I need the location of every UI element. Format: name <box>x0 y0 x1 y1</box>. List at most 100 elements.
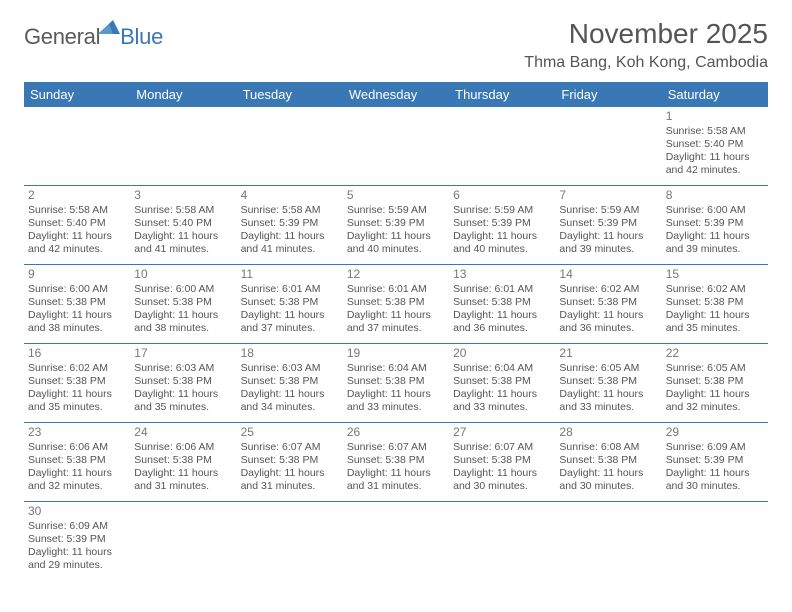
sunset-line: Sunset: 5:39 PM <box>666 454 764 467</box>
sunrise-line: Sunrise: 6:05 AM <box>666 362 764 375</box>
weekday-header: Saturday <box>662 82 768 107</box>
empty-cell <box>237 502 343 581</box>
sunset-line: Sunset: 5:38 PM <box>134 454 232 467</box>
sunset-line: Sunset: 5:38 PM <box>666 296 764 309</box>
sunrise-line: Sunrise: 6:02 AM <box>28 362 126 375</box>
sunrise-line: Sunrise: 5:58 AM <box>28 204 126 217</box>
sunset-line: Sunset: 5:38 PM <box>241 296 339 309</box>
sunrise-line: Sunrise: 6:00 AM <box>666 204 764 217</box>
day-number: 5 <box>347 188 445 203</box>
day-cell: 17Sunrise: 6:03 AMSunset: 5:38 PMDayligh… <box>130 344 236 423</box>
weekday-header: Friday <box>555 82 661 107</box>
sunrise-line: Sunrise: 5:58 AM <box>241 204 339 217</box>
daylight-line: Daylight: 11 hours and 38 minutes. <box>134 309 232 335</box>
calendar-page: General Blue November 2025 Thma Bang, Ko… <box>0 0 792 598</box>
calendar-table: SundayMondayTuesdayWednesdayThursdayFrid… <box>24 82 768 580</box>
daylight-line: Daylight: 11 hours and 36 minutes. <box>559 309 657 335</box>
day-cell: 12Sunrise: 6:01 AMSunset: 5:38 PMDayligh… <box>343 265 449 344</box>
day-number: 15 <box>666 267 764 282</box>
day-number: 17 <box>134 346 232 361</box>
sunrise-line: Sunrise: 5:58 AM <box>666 125 764 138</box>
day-cell: 30Sunrise: 6:09 AMSunset: 5:39 PMDayligh… <box>24 502 130 581</box>
sunrise-line: Sunrise: 6:02 AM <box>666 283 764 296</box>
day-cell: 5Sunrise: 5:59 AMSunset: 5:39 PMDaylight… <box>343 186 449 265</box>
day-number: 7 <box>559 188 657 203</box>
sunset-line: Sunset: 5:38 PM <box>241 454 339 467</box>
daylight-line: Daylight: 11 hours and 30 minutes. <box>666 467 764 493</box>
logo-text-a: General <box>24 24 100 50</box>
sunset-line: Sunset: 5:40 PM <box>666 138 764 151</box>
day-cell: 21Sunrise: 6:05 AMSunset: 5:38 PMDayligh… <box>555 344 661 423</box>
day-number: 3 <box>134 188 232 203</box>
sunrise-line: Sunrise: 6:02 AM <box>559 283 657 296</box>
logo-triangle-icon <box>98 20 120 39</box>
day-number: 9 <box>28 267 126 282</box>
sunrise-line: Sunrise: 6:04 AM <box>347 362 445 375</box>
day-number: 8 <box>666 188 764 203</box>
sunrise-line: Sunrise: 6:03 AM <box>134 362 232 375</box>
day-number: 10 <box>134 267 232 282</box>
day-number: 16 <box>28 346 126 361</box>
sunrise-line: Sunrise: 6:03 AM <box>241 362 339 375</box>
sunset-line: Sunset: 5:39 PM <box>559 217 657 230</box>
calendar-body: 1Sunrise: 5:58 AMSunset: 5:40 PMDaylight… <box>24 107 768 580</box>
logo: General Blue <box>24 18 163 50</box>
day-cell: 14Sunrise: 6:02 AMSunset: 5:38 PMDayligh… <box>555 265 661 344</box>
logo-text-b: Blue <box>120 24 163 50</box>
sunset-line: Sunset: 5:38 PM <box>28 454 126 467</box>
sunset-line: Sunset: 5:38 PM <box>559 454 657 467</box>
sunset-line: Sunset: 5:39 PM <box>347 217 445 230</box>
daylight-line: Daylight: 11 hours and 30 minutes. <box>453 467 551 493</box>
calendar-header: SundayMondayTuesdayWednesdayThursdayFrid… <box>24 82 768 107</box>
day-number: 1 <box>666 109 764 124</box>
daylight-line: Daylight: 11 hours and 33 minutes. <box>453 388 551 414</box>
day-cell: 9Sunrise: 6:00 AMSunset: 5:38 PMDaylight… <box>24 265 130 344</box>
day-number: 22 <box>666 346 764 361</box>
day-cell: 4Sunrise: 5:58 AMSunset: 5:39 PMDaylight… <box>237 186 343 265</box>
empty-cell <box>237 107 343 186</box>
daylight-line: Daylight: 11 hours and 39 minutes. <box>666 230 764 256</box>
daylight-line: Daylight: 11 hours and 37 minutes. <box>241 309 339 335</box>
day-cell: 7Sunrise: 5:59 AMSunset: 5:39 PMDaylight… <box>555 186 661 265</box>
day-cell: 13Sunrise: 6:01 AMSunset: 5:38 PMDayligh… <box>449 265 555 344</box>
day-cell: 10Sunrise: 6:00 AMSunset: 5:38 PMDayligh… <box>130 265 236 344</box>
sunset-line: Sunset: 5:40 PM <box>134 217 232 230</box>
day-number: 6 <box>453 188 551 203</box>
daylight-line: Daylight: 11 hours and 35 minutes. <box>28 388 126 414</box>
day-number: 18 <box>241 346 339 361</box>
day-number: 4 <box>241 188 339 203</box>
day-cell: 25Sunrise: 6:07 AMSunset: 5:38 PMDayligh… <box>237 423 343 502</box>
day-number: 11 <box>241 267 339 282</box>
sunset-line: Sunset: 5:40 PM <box>28 217 126 230</box>
sunrise-line: Sunrise: 6:01 AM <box>347 283 445 296</box>
daylight-line: Daylight: 11 hours and 33 minutes. <box>347 388 445 414</box>
day-number: 14 <box>559 267 657 282</box>
sunrise-line: Sunrise: 6:09 AM <box>666 441 764 454</box>
day-cell: 19Sunrise: 6:04 AMSunset: 5:38 PMDayligh… <box>343 344 449 423</box>
day-cell: 27Sunrise: 6:07 AMSunset: 5:38 PMDayligh… <box>449 423 555 502</box>
daylight-line: Daylight: 11 hours and 39 minutes. <box>559 230 657 256</box>
sunset-line: Sunset: 5:38 PM <box>241 375 339 388</box>
day-cell: 22Sunrise: 6:05 AMSunset: 5:38 PMDayligh… <box>662 344 768 423</box>
daylight-line: Daylight: 11 hours and 34 minutes. <box>241 388 339 414</box>
sunrise-line: Sunrise: 5:59 AM <box>453 204 551 217</box>
day-number: 30 <box>28 504 126 519</box>
sunset-line: Sunset: 5:39 PM <box>453 217 551 230</box>
day-cell: 29Sunrise: 6:09 AMSunset: 5:39 PMDayligh… <box>662 423 768 502</box>
daylight-line: Daylight: 11 hours and 33 minutes. <box>559 388 657 414</box>
title-block: November 2025 Thma Bang, Koh Kong, Cambo… <box>524 18 768 72</box>
daylight-line: Daylight: 11 hours and 30 minutes. <box>559 467 657 493</box>
empty-cell <box>130 502 236 581</box>
day-cell: 8Sunrise: 6:00 AMSunset: 5:39 PMDaylight… <box>662 186 768 265</box>
sunset-line: Sunset: 5:38 PM <box>134 296 232 309</box>
sunrise-line: Sunrise: 6:07 AM <box>241 441 339 454</box>
calendar-row: 30Sunrise: 6:09 AMSunset: 5:39 PMDayligh… <box>24 502 768 581</box>
calendar-row: 23Sunrise: 6:06 AMSunset: 5:38 PMDayligh… <box>24 423 768 502</box>
daylight-line: Daylight: 11 hours and 40 minutes. <box>453 230 551 256</box>
day-number: 12 <box>347 267 445 282</box>
day-cell: 20Sunrise: 6:04 AMSunset: 5:38 PMDayligh… <box>449 344 555 423</box>
day-cell: 16Sunrise: 6:02 AMSunset: 5:38 PMDayligh… <box>24 344 130 423</box>
calendar-row: 1Sunrise: 5:58 AMSunset: 5:40 PMDaylight… <box>24 107 768 186</box>
sunset-line: Sunset: 5:38 PM <box>666 375 764 388</box>
sunrise-line: Sunrise: 5:59 AM <box>559 204 657 217</box>
